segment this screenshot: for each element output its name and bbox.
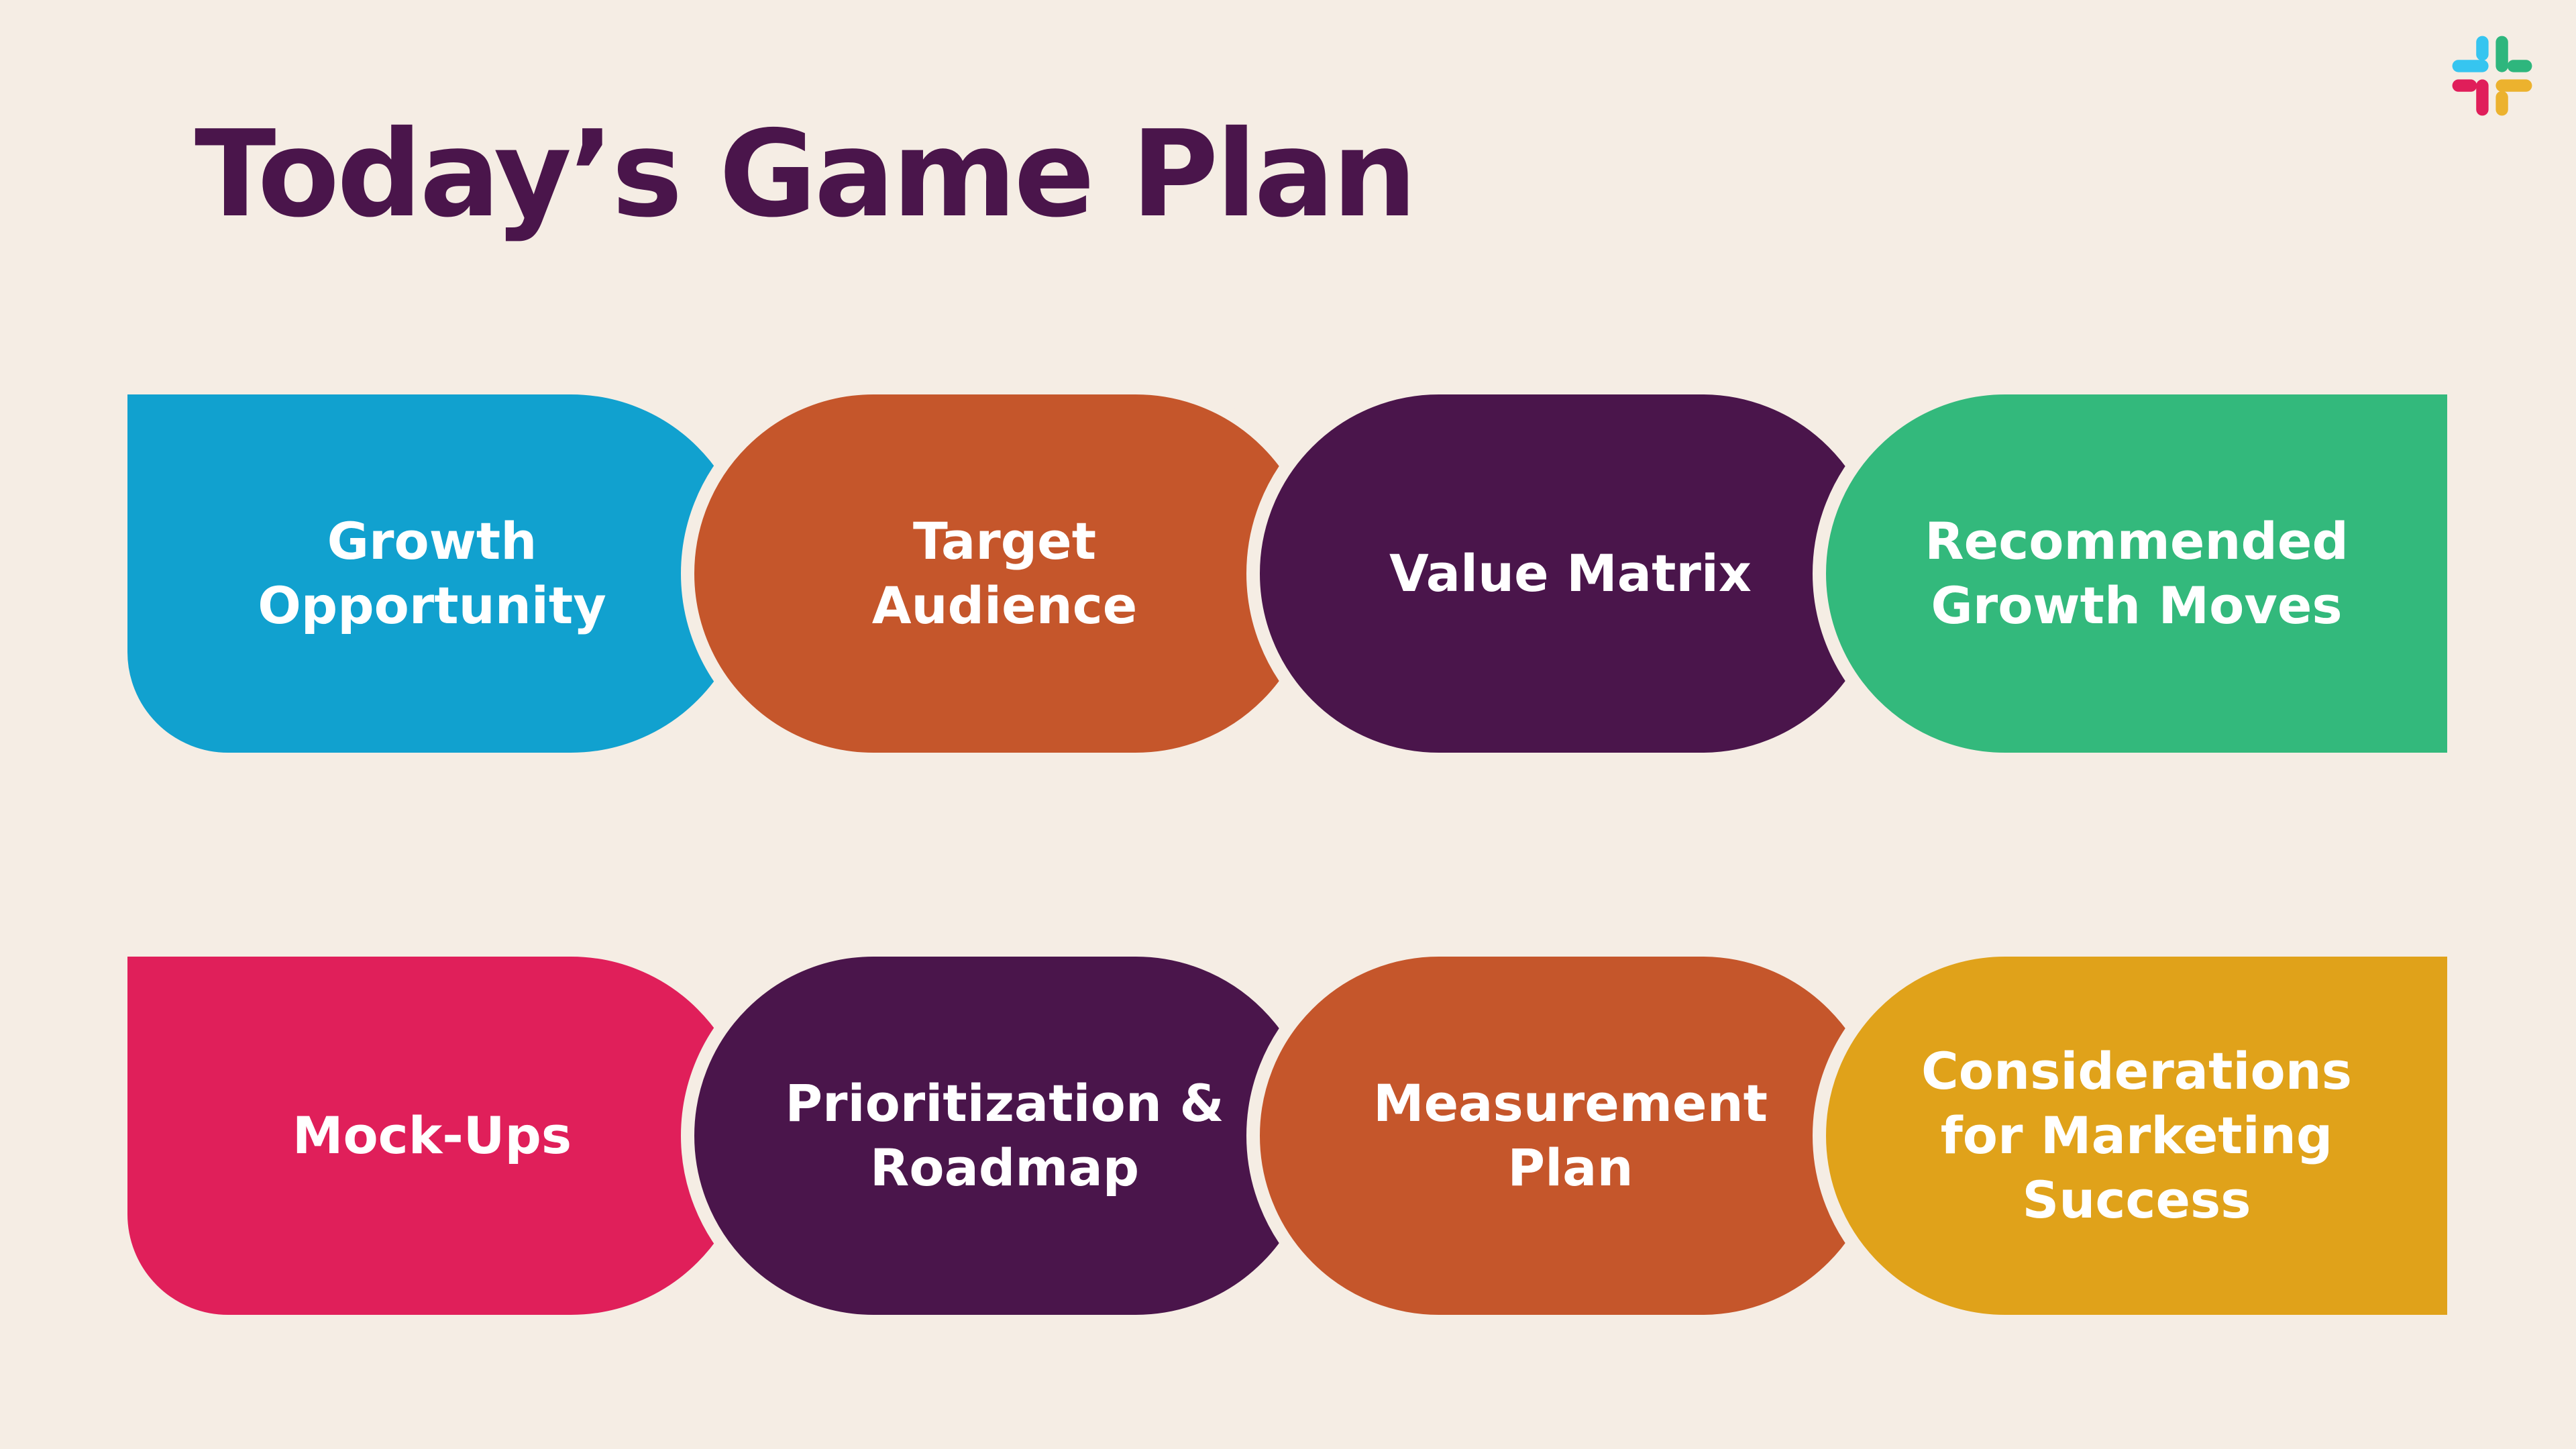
- agenda-label-target-audience: Target Audience: [871, 511, 1138, 635]
- agenda-label-growth-opportunity: Growth Opportunity: [258, 511, 606, 635]
- slack-logo-blue: [2452, 36, 2489, 72]
- agenda-label-mock-ups: Mock-Ups: [292, 1106, 572, 1165]
- agenda-label-prioritization-and-roadmap: Prioritization & Roadmap: [785, 1073, 1224, 1197]
- agenda-shape-recommended-growth-moves: [1813, 381, 2461, 766]
- page-title: Today’s Game Plan: [195, 105, 1417, 244]
- slack-logo-red: [2452, 79, 2489, 116]
- agenda-label-measurement-plan: Measurement Plan: [1373, 1073, 1768, 1197]
- slack-logo-yellow: [2496, 79, 2532, 116]
- slack-logo-icon: [2452, 36, 2532, 116]
- agenda-label-considerations-for-marketing-success: Considerations for Marketing Success: [1921, 1041, 2353, 1230]
- agenda-label-recommended-growth-moves: Recommended Growth Moves: [1925, 511, 2349, 635]
- agenda-shape-considerations-for-marketing-success: [1813, 943, 2461, 1328]
- agenda-shape-growth-opportunity: [114, 381, 763, 766]
- agenda-shape-mock-ups: [114, 943, 763, 1328]
- slack-logo-green: [2496, 36, 2532, 72]
- agenda-label-value-matrix: Value Matrix: [1389, 543, 1752, 603]
